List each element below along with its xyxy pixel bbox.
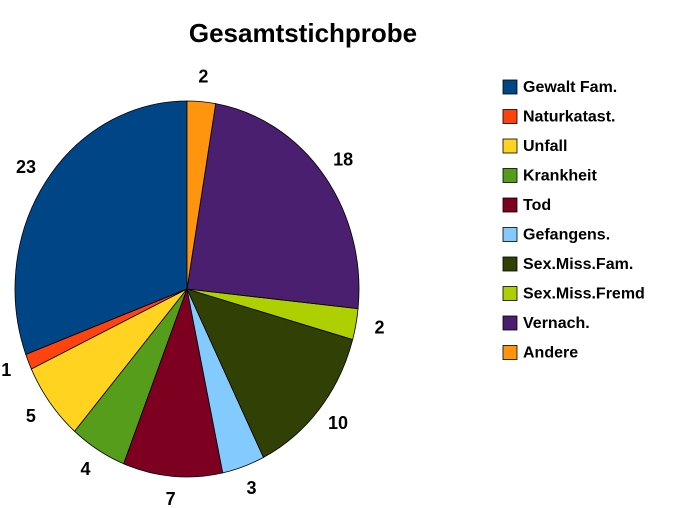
legend-label: Vernach.: [523, 315, 590, 332]
chart-title: Gesamtstichprobe: [189, 18, 417, 48]
legend-swatch: [502, 168, 518, 183]
legend-label: Unfall: [523, 138, 567, 155]
data-label: 7: [166, 489, 176, 508]
legend-swatch: [502, 345, 518, 360]
legend-label: Gefangens.: [523, 227, 610, 244]
legend-swatch: [502, 256, 518, 272]
legend-label: Gewalt Fam.: [523, 79, 617, 96]
legend-label: Sex.Miss.Fam.: [523, 256, 633, 273]
data-label: 23: [16, 157, 36, 177]
pie-slice: [186, 100, 217, 290]
legend-label: Naturkatast.: [523, 109, 615, 126]
legend-label: Tod: [523, 197, 551, 214]
data-label: 2: [198, 66, 208, 86]
legend-swatch: [502, 227, 518, 242]
pie-slice: [186, 288, 354, 458]
data-label: 4: [80, 459, 90, 479]
pie-slice: [123, 287, 224, 478]
legend-swatch: [502, 138, 518, 154]
legend-swatch: [502, 79, 518, 95]
pie-slice: [186, 103, 360, 310]
data-label: 1: [1, 360, 11, 380]
legend-swatch: [502, 109, 518, 124]
data-label: 2: [375, 317, 385, 337]
legend-label: Krankheit: [523, 168, 597, 185]
data-label: 18: [333, 150, 353, 170]
legend-swatch: [502, 286, 518, 301]
legend-swatch: [502, 197, 518, 213]
pie-slice: [14, 100, 188, 356]
data-label: 10: [328, 413, 348, 433]
data-label: 3: [246, 478, 256, 498]
data-label: 5: [26, 406, 36, 426]
legend-label: Andere: [523, 345, 578, 362]
legend-swatch: [502, 315, 518, 331]
legend-label: Sex.Miss.Fremd: [523, 286, 645, 303]
